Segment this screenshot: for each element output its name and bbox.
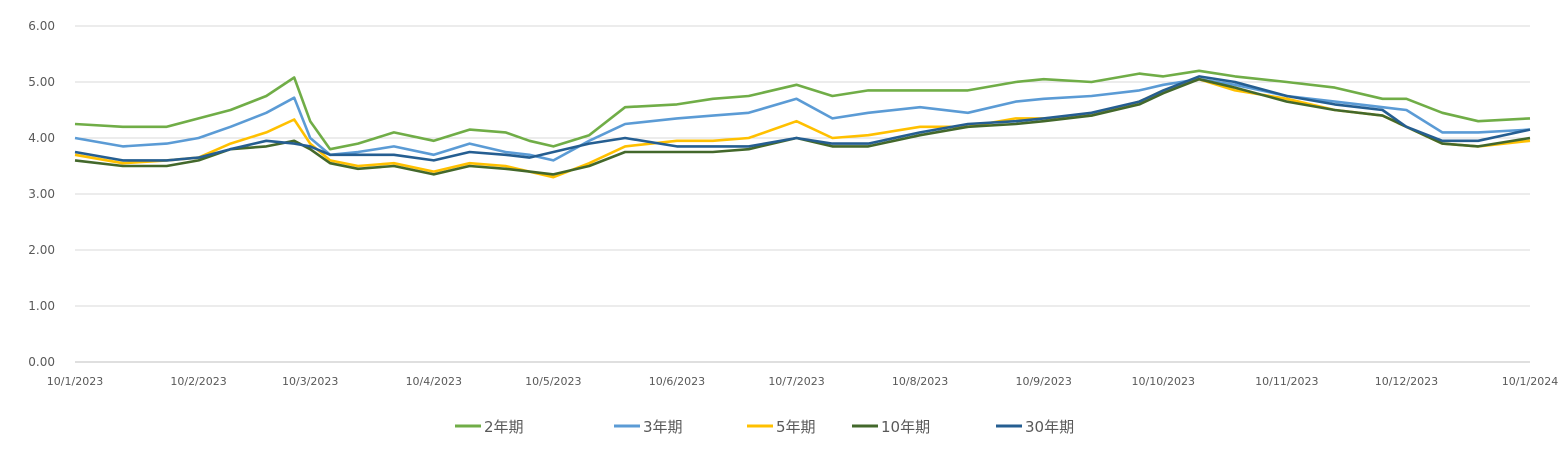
series-line-4: [74, 75, 1531, 162]
y-tick-label: 2.00: [28, 243, 55, 257]
legend-label: 10年期: [881, 418, 930, 436]
x-tick-label: 10/4/2023: [406, 375, 462, 388]
x-tick-label: 10/5/2023: [525, 375, 581, 388]
series-line-2: [74, 77, 1531, 179]
gridlines: [75, 25, 1530, 363]
x-tick-label: 10/6/2023: [649, 375, 705, 388]
series-line-3: [74, 77, 1531, 176]
legend-label: 2年期: [484, 418, 524, 436]
legend: 2年期 3年期 5年期 10年期 30年期: [455, 418, 1074, 436]
legend-item: 30年期: [996, 418, 1074, 436]
x-tick-label: 10/1/2024: [1502, 375, 1558, 388]
y-tick-label: 1.00: [28, 299, 55, 313]
x-tick-label: 10/10/2023: [1132, 375, 1195, 388]
x-tick-label: 10/9/2023: [1015, 375, 1071, 388]
legend-label: 30年期: [1025, 418, 1074, 436]
x-tick-label: 10/1/2023: [47, 375, 103, 388]
legend-label: 5年期: [776, 418, 816, 436]
legend-item: 10年期: [852, 418, 930, 436]
y-axis-ticks: 0.00 1.00 2.00 3.00 4.00 5.00 6.00: [28, 19, 55, 369]
x-tick-label: 10/11/2023: [1255, 375, 1318, 388]
y-tick-label: 4.00: [28, 131, 55, 145]
x-tick-label: 10/2/2023: [170, 375, 226, 388]
series-lines: [74, 69, 1531, 179]
series-line-0: [74, 69, 1531, 151]
legend-item: 3年期: [614, 418, 683, 436]
x-tick-label: 10/7/2023: [768, 375, 824, 388]
y-tick-label: 3.00: [28, 187, 55, 201]
legend-item: 2年期: [455, 418, 524, 436]
x-tick-label: 10/8/2023: [892, 375, 948, 388]
y-tick-label: 0.00: [28, 355, 55, 369]
x-tick-label: 10/3/2023: [282, 375, 338, 388]
legend-item: 5年期: [747, 418, 816, 436]
series-line-1: [74, 77, 1531, 162]
x-tick-label: 10/12/2023: [1375, 375, 1438, 388]
y-tick-label: 6.00: [28, 19, 55, 33]
legend-label: 3年期: [643, 418, 683, 436]
x-axis-ticks: 10/1/2023 10/2/2023 10/3/2023 10/4/2023 10/5…: [47, 375, 1558, 388]
y-tick-label: 5.00: [28, 75, 55, 89]
